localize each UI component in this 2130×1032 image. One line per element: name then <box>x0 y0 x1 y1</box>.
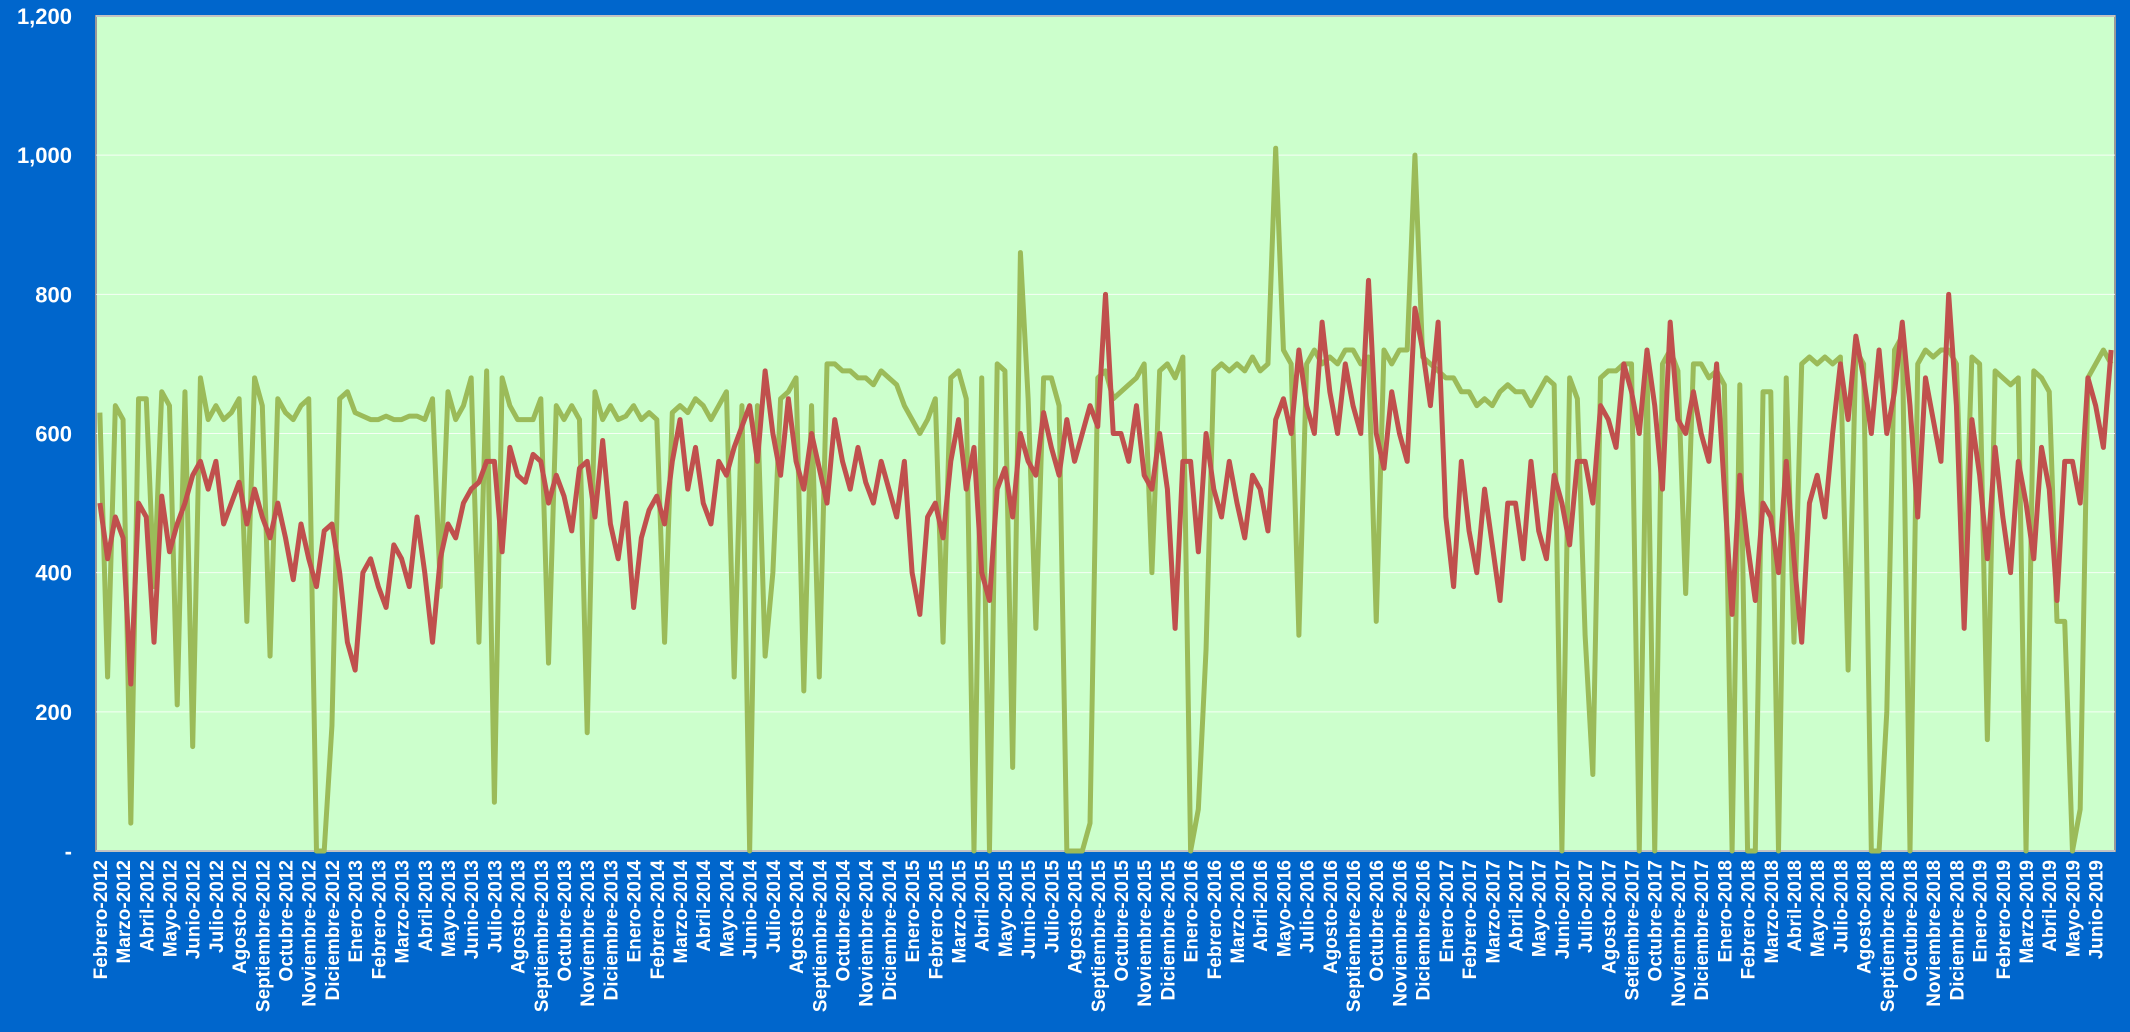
x-tick-label: Julio-2018 <box>1831 860 1852 953</box>
x-tick-label: Septiembre-2014 <box>810 860 831 1013</box>
x-tick-label: Setiembre-2017 <box>1623 860 1644 1000</box>
x-tick-label: Abril-2019 <box>2040 860 2061 952</box>
x-tick-label: Febrero-2013 <box>369 860 390 979</box>
y-tick-label: 1,200 <box>17 4 72 29</box>
x-tick-label: Mayo-2019 <box>2063 860 2084 957</box>
x-tick-label: Marzo-2015 <box>950 860 971 964</box>
x-tick-label: Enero-2016 <box>1182 860 1203 962</box>
x-tick-label: Julio-2014 <box>764 860 785 953</box>
x-tick-label: Agosto-2016 <box>1321 860 1342 974</box>
x-tick-label: Agosto-2014 <box>787 860 808 974</box>
x-tick-label: Enero-2019 <box>1971 860 1992 962</box>
x-tick-label: Septiembre-2016 <box>1344 860 1365 1012</box>
x-tick-label: Marzo-2012 <box>114 860 135 964</box>
x-tick-label: Agosto-2012 <box>230 860 251 974</box>
x-tick-label: Abril-2018 <box>1785 860 1806 952</box>
x-tick-label: Octubre-2014 <box>833 860 854 982</box>
x-tick-label: Noviembre-2015 <box>1135 860 1156 1007</box>
x-tick-label: Agosto-2017 <box>1599 860 1620 974</box>
x-tick-label: Noviembre-2013 <box>578 860 599 1007</box>
y-tick-label: 200 <box>35 700 72 725</box>
x-tick-label: Diciembre-2017 <box>1692 860 1713 1000</box>
x-tick-label: Enero-2014 <box>625 860 646 963</box>
x-tick-label: Abril-2015 <box>973 860 994 952</box>
x-tick-label: Junio-2014 <box>741 860 762 960</box>
x-tick-label: Enero-2017 <box>1437 860 1458 962</box>
x-tick-label: Julio-2012 <box>207 860 228 953</box>
x-tick-label: Junio-2017 <box>1553 860 1574 959</box>
x-tick-label: Noviembre-2012 <box>300 860 321 1007</box>
x-tick-label: Diciembre-2015 <box>1158 860 1179 1001</box>
x-tick-label: Agosto-2015 <box>1066 860 1087 974</box>
x-tick-label: Diciembre-2013 <box>601 860 622 1000</box>
x-tick-label: Marzo-2014 <box>671 860 692 964</box>
x-tick-label: Febrero-2012 <box>91 860 112 979</box>
x-tick-label: Enero-2013 <box>346 860 367 962</box>
x-tick-label: Septiembre-2013 <box>532 860 553 1012</box>
x-tick-label: Abril-2012 <box>137 860 158 952</box>
x-tick-label: Febrero-2017 <box>1460 860 1481 979</box>
x-tick-label: Mayo-2016 <box>1274 860 1295 957</box>
x-tick-label: Mayo-2018 <box>1808 860 1829 957</box>
y-tick-label: 600 <box>35 422 72 447</box>
x-tick-label: Junio-2013 <box>462 860 483 959</box>
x-tick-label: Julio-2013 <box>485 860 506 953</box>
x-tick-label: Febrero-2016 <box>1205 860 1226 979</box>
x-tick-label: Octubre-2016 <box>1367 860 1388 981</box>
x-tick-label: Noviembre-2016 <box>1390 860 1411 1007</box>
y-tick-label: - <box>65 839 72 864</box>
x-tick-label: Octubre-2017 <box>1646 860 1667 981</box>
x-tick-label: Junio-2015 <box>1019 860 1040 960</box>
x-tick-label: Abril-2017 <box>1506 860 1527 952</box>
x-tick-label: Julio-2017 <box>1576 860 1597 953</box>
y-tick-label: 800 <box>35 282 72 307</box>
x-tick-label: Mayo-2013 <box>439 860 460 957</box>
x-tick-label: Diciembre-2012 <box>323 860 344 1000</box>
y-tick-label: 400 <box>35 561 72 586</box>
x-tick-label: Julio-2015 <box>1042 860 1063 953</box>
x-tick-label: Febrero-2019 <box>1994 860 2015 979</box>
x-tick-label: Octubre-2015 <box>1112 860 1133 982</box>
x-tick-label: Mayo-2014 <box>717 860 738 958</box>
x-tick-label: Marzo-2017 <box>1483 860 1504 964</box>
x-tick-label: Noviembre-2017 <box>1669 860 1690 1007</box>
x-tick-label: Diciembre-2014 <box>880 860 901 1001</box>
series-line <box>97 145 2114 854</box>
x-tick-label: Abril-2016 <box>1251 860 1272 952</box>
x-tick-label: Mayo-2015 <box>996 860 1017 958</box>
x-tick-label: Septiembre-2018 <box>1878 860 1899 1012</box>
x-tick-label: Marzo-2013 <box>393 860 414 964</box>
x-tick-label: Julio-2016 <box>1298 860 1319 953</box>
x-tick-label: Marzo-2016 <box>1228 860 1249 964</box>
x-tick-label: Mayo-2012 <box>160 860 181 957</box>
x-tick-label: Enero-2015 <box>903 860 924 963</box>
x-tick-label: Enero-2018 <box>1715 860 1736 962</box>
y-tick-label: 1,000 <box>17 143 72 168</box>
x-tick-label: Marzo-2018 <box>1762 860 1783 964</box>
x-tick-label: Agosto-2013 <box>509 860 530 974</box>
x-tick-label: Noviembre-2018 <box>1924 860 1945 1007</box>
x-tick-label: Abril-2013 <box>416 860 437 952</box>
x-tick-label: Octubre-2013 <box>555 860 576 981</box>
x-tick-label: Octubre-2012 <box>277 860 298 981</box>
x-tick-label: Junio-2012 <box>184 860 205 959</box>
x-tick-label: Septiembre-2015 <box>1089 860 1110 1013</box>
series-line <box>97 277 2114 687</box>
x-tick-label: Diciembre-2018 <box>1947 860 1968 1000</box>
x-tick-label: Mayo-2017 <box>1530 860 1551 957</box>
x-tick-label: Junio-2019 <box>2087 860 2108 959</box>
x-tick-label: Octubre-2018 <box>1901 860 1922 981</box>
x-tick-label: Marzo-2019 <box>2017 860 2038 964</box>
x-tick-label: Febrero-2015 <box>926 860 947 980</box>
x-tick-label: Febrero-2018 <box>1739 860 1760 979</box>
x-tick-label: Abril-2014 <box>694 860 715 952</box>
x-tick-label: Septiembre-2012 <box>253 860 274 1012</box>
x-tick-label: Agosto-2018 <box>1855 860 1876 974</box>
x-tick-label: Febrero-2014 <box>648 860 669 980</box>
x-tick-label: Diciembre-2016 <box>1414 860 1435 1000</box>
x-tick-label: Noviembre-2014 <box>857 860 878 1007</box>
